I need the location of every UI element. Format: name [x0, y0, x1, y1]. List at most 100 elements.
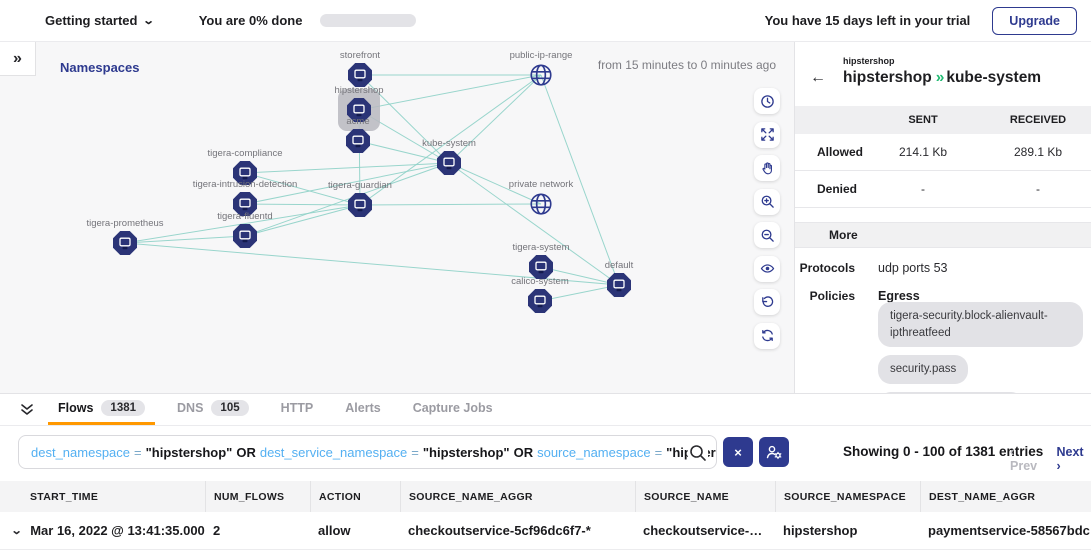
namespace-icon	[233, 192, 257, 216]
filter-token-field: dest_service_namespace	[259, 444, 408, 460]
graph-node-label: calico-system	[511, 276, 569, 287]
policy-pill[interactable]: platform.allow-kube-dns	[878, 392, 1025, 393]
filter-row: dest_namespace = "hipstershop" OR dest_servi…	[0, 426, 1091, 481]
column-header-source_namespace: SOURCE_NAMESPACE	[775, 481, 920, 512]
tab-label: HTTP	[280, 401, 314, 415]
tab-count-badge: 1381	[101, 400, 146, 416]
fit-to-view-button[interactable]	[754, 121, 780, 148]
graph-edge	[244, 162, 450, 237]
namespace-icon	[346, 129, 370, 153]
namespace-icon	[607, 273, 631, 297]
tab-capture-jobs[interactable]: Capture Jobs	[403, 394, 503, 425]
flow-filter-input[interactable]: dest_namespace = "hipstershop" OR dest_servi…	[18, 435, 717, 469]
edge-detail-panel: hipstershop ← hipstershop» kube-system SE…	[795, 42, 1091, 393]
tab-dns[interactable]: DNS 105	[167, 394, 259, 425]
user-gear-icon	[766, 445, 782, 460]
filter-token-value: "hipstershop"	[145, 444, 233, 460]
stats-row-label: Denied	[817, 182, 858, 196]
chevron-down-icon: ⌄	[142, 15, 156, 27]
policy-pill[interactable]: tigera-security.block-alienvault-ipthrea…	[878, 302, 1083, 348]
time-range-icon	[760, 94, 775, 109]
graph-node-label: tigera-intrusion-detection	[192, 179, 298, 190]
graph-node-label: tigera-prometheus	[86, 218, 164, 229]
policy-pill-list: tigera-security.block-alienvault-ipthrea…	[878, 302, 1083, 393]
upgrade-button[interactable]: Upgrade	[992, 6, 1077, 35]
panel-title: hipstershop» kube-system	[843, 69, 1041, 87]
zoom-in-icon	[760, 194, 775, 209]
tab-http[interactable]: HTTP	[271, 394, 324, 425]
refresh-button[interactable]	[754, 322, 780, 349]
visibility-icon	[760, 261, 775, 276]
entries-count-label: Showing 0 - 100 of 1381 entries	[843, 444, 1044, 459]
stats-col-header: RECEIVED	[1009, 114, 1067, 126]
tab-label: Flows	[58, 401, 94, 415]
zoom-out-button[interactable]	[754, 222, 780, 248]
column-header-source_name_aggr: SOURCE_NAME_AGGR	[400, 481, 635, 512]
filter-token-op: =	[134, 444, 142, 460]
pan-button[interactable]	[754, 155, 780, 181]
column-header-action: ACTION	[310, 481, 400, 512]
graph-edge	[244, 172, 361, 206]
namespace-icon	[113, 231, 137, 255]
graph-edge	[359, 203, 542, 206]
time-range-button[interactable]	[754, 88, 780, 114]
zoom-out-icon	[760, 228, 775, 243]
progress-bar	[320, 14, 417, 27]
graph-node-label: kube-system	[422, 138, 476, 149]
namespace-icon	[348, 193, 372, 217]
namespace-icon	[348, 63, 372, 87]
graph-view-title: Namespaces	[60, 60, 140, 75]
tab-count-badge: 105	[211, 400, 249, 416]
getting-started-dropdown[interactable]: Getting started ⌄	[45, 13, 156, 28]
cell-source_namespace: hipstershop	[783, 523, 858, 538]
more-section-header[interactable]: More	[795, 222, 1091, 248]
table-row[interactable]: ⌄ Mar 16, 2022 @ 13:41:35.000 2 allow checko…	[0, 512, 1091, 550]
sidebar-expand-button[interactable]: »	[0, 42, 36, 76]
zoom-in-button[interactable]	[754, 188, 780, 215]
next-page-link[interactable]: Next ›	[1056, 445, 1084, 473]
double-chevron-right-icon: »	[13, 49, 22, 67]
topbar-right: You have 15 days left in your trial Upgr…	[765, 6, 1077, 35]
flows-table-body: ⌄ Mar 16, 2022 @ 13:41:35.000 2 allow checko…	[0, 512, 1091, 550]
namespace-icon	[528, 289, 552, 313]
filter-token-field: dest_namespace	[31, 444, 131, 460]
filter-token-op: =	[411, 444, 419, 460]
refresh-icon	[760, 328, 775, 343]
graph-toolbar	[754, 88, 780, 349]
undo-button[interactable]	[754, 289, 780, 315]
filter-token-op: =	[654, 444, 663, 460]
user-settings-button[interactable]	[759, 437, 789, 467]
policy-pill[interactable]: security.pass	[878, 355, 969, 385]
collapse-panel-button[interactable]	[12, 394, 42, 425]
graph-edge	[359, 74, 542, 206]
fit-to-view-icon	[760, 127, 775, 142]
panel-title-row: ← hipstershop» kube-system	[795, 69, 1091, 87]
filter-token-value: "hipstershop"	[422, 444, 510, 460]
visibility-button[interactable]	[754, 255, 780, 282]
tabs-container: Flows 1381 DNS 105 HTTP Alerts Capture Jobs	[48, 394, 515, 425]
network-globe-icon	[528, 62, 554, 88]
namespace-icon	[529, 255, 553, 279]
search-icon[interactable]	[688, 443, 708, 463]
flows-table: START_TIME NUM_FLOWS ACTION SOURCE_NAME_AGG…	[0, 481, 1091, 550]
graph-edge	[244, 204, 361, 237]
flow-direction-icon: »	[935, 69, 945, 86]
cell-dest_name_aggr: paymentservice-58567bdc	[928, 523, 1090, 538]
tab-flows[interactable]: Flows 1381	[48, 394, 156, 425]
back-arrow-icon[interactable]: ←	[810, 69, 826, 86]
tab-alerts[interactable]: Alerts	[335, 394, 390, 425]
prev-page-link[interactable]: ‹ Prev	[1010, 445, 1038, 473]
stats-sent-value: 214.1 Kb	[898, 145, 948, 159]
service-graph-canvas[interactable]: storefront public-ip-range hipstershop acme…	[0, 42, 795, 393]
graph-edge	[448, 74, 542, 164]
protocols-row: Protocols udp ports 53	[795, 261, 948, 275]
graph-node-label: tigera-guardian	[328, 180, 392, 191]
row-expand-chevron-icon[interactable]: ⌄	[10, 525, 23, 537]
graph-edge	[244, 162, 450, 205]
network-globe-icon	[528, 191, 554, 217]
stats-col-header: SENT	[908, 114, 938, 126]
namespace-icon	[233, 224, 257, 248]
graph-edge	[358, 74, 542, 111]
clear-filter-button[interactable]: ×	[723, 437, 753, 467]
column-header-dest_name_aggr: DEST_NAME_AGGR	[920, 481, 1091, 512]
